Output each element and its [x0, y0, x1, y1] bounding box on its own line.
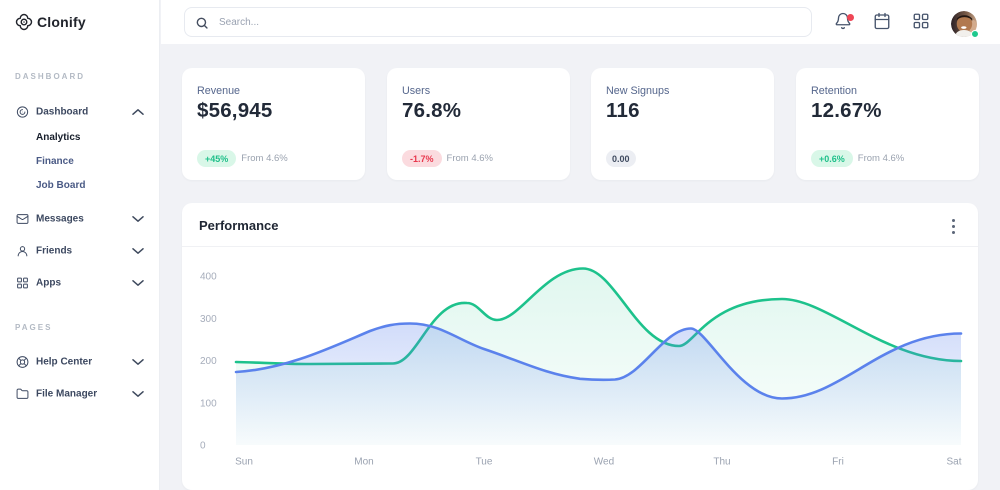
svg-text:400: 400 — [200, 272, 217, 283]
svg-text:Sun: Sun — [235, 457, 253, 468]
svg-text:300: 300 — [200, 314, 217, 325]
svg-text:Tue: Tue — [476, 457, 493, 468]
svg-text:0: 0 — [200, 441, 206, 452]
svg-text:Mon: Mon — [354, 457, 373, 468]
svg-text:100: 100 — [200, 398, 217, 409]
svg-text:Sat: Sat — [946, 457, 961, 468]
svg-text:200: 200 — [200, 356, 217, 367]
svg-text:Wed: Wed — [594, 457, 614, 468]
svg-text:Fri: Fri — [832, 457, 844, 468]
svg-text:Thu: Thu — [713, 457, 730, 468]
